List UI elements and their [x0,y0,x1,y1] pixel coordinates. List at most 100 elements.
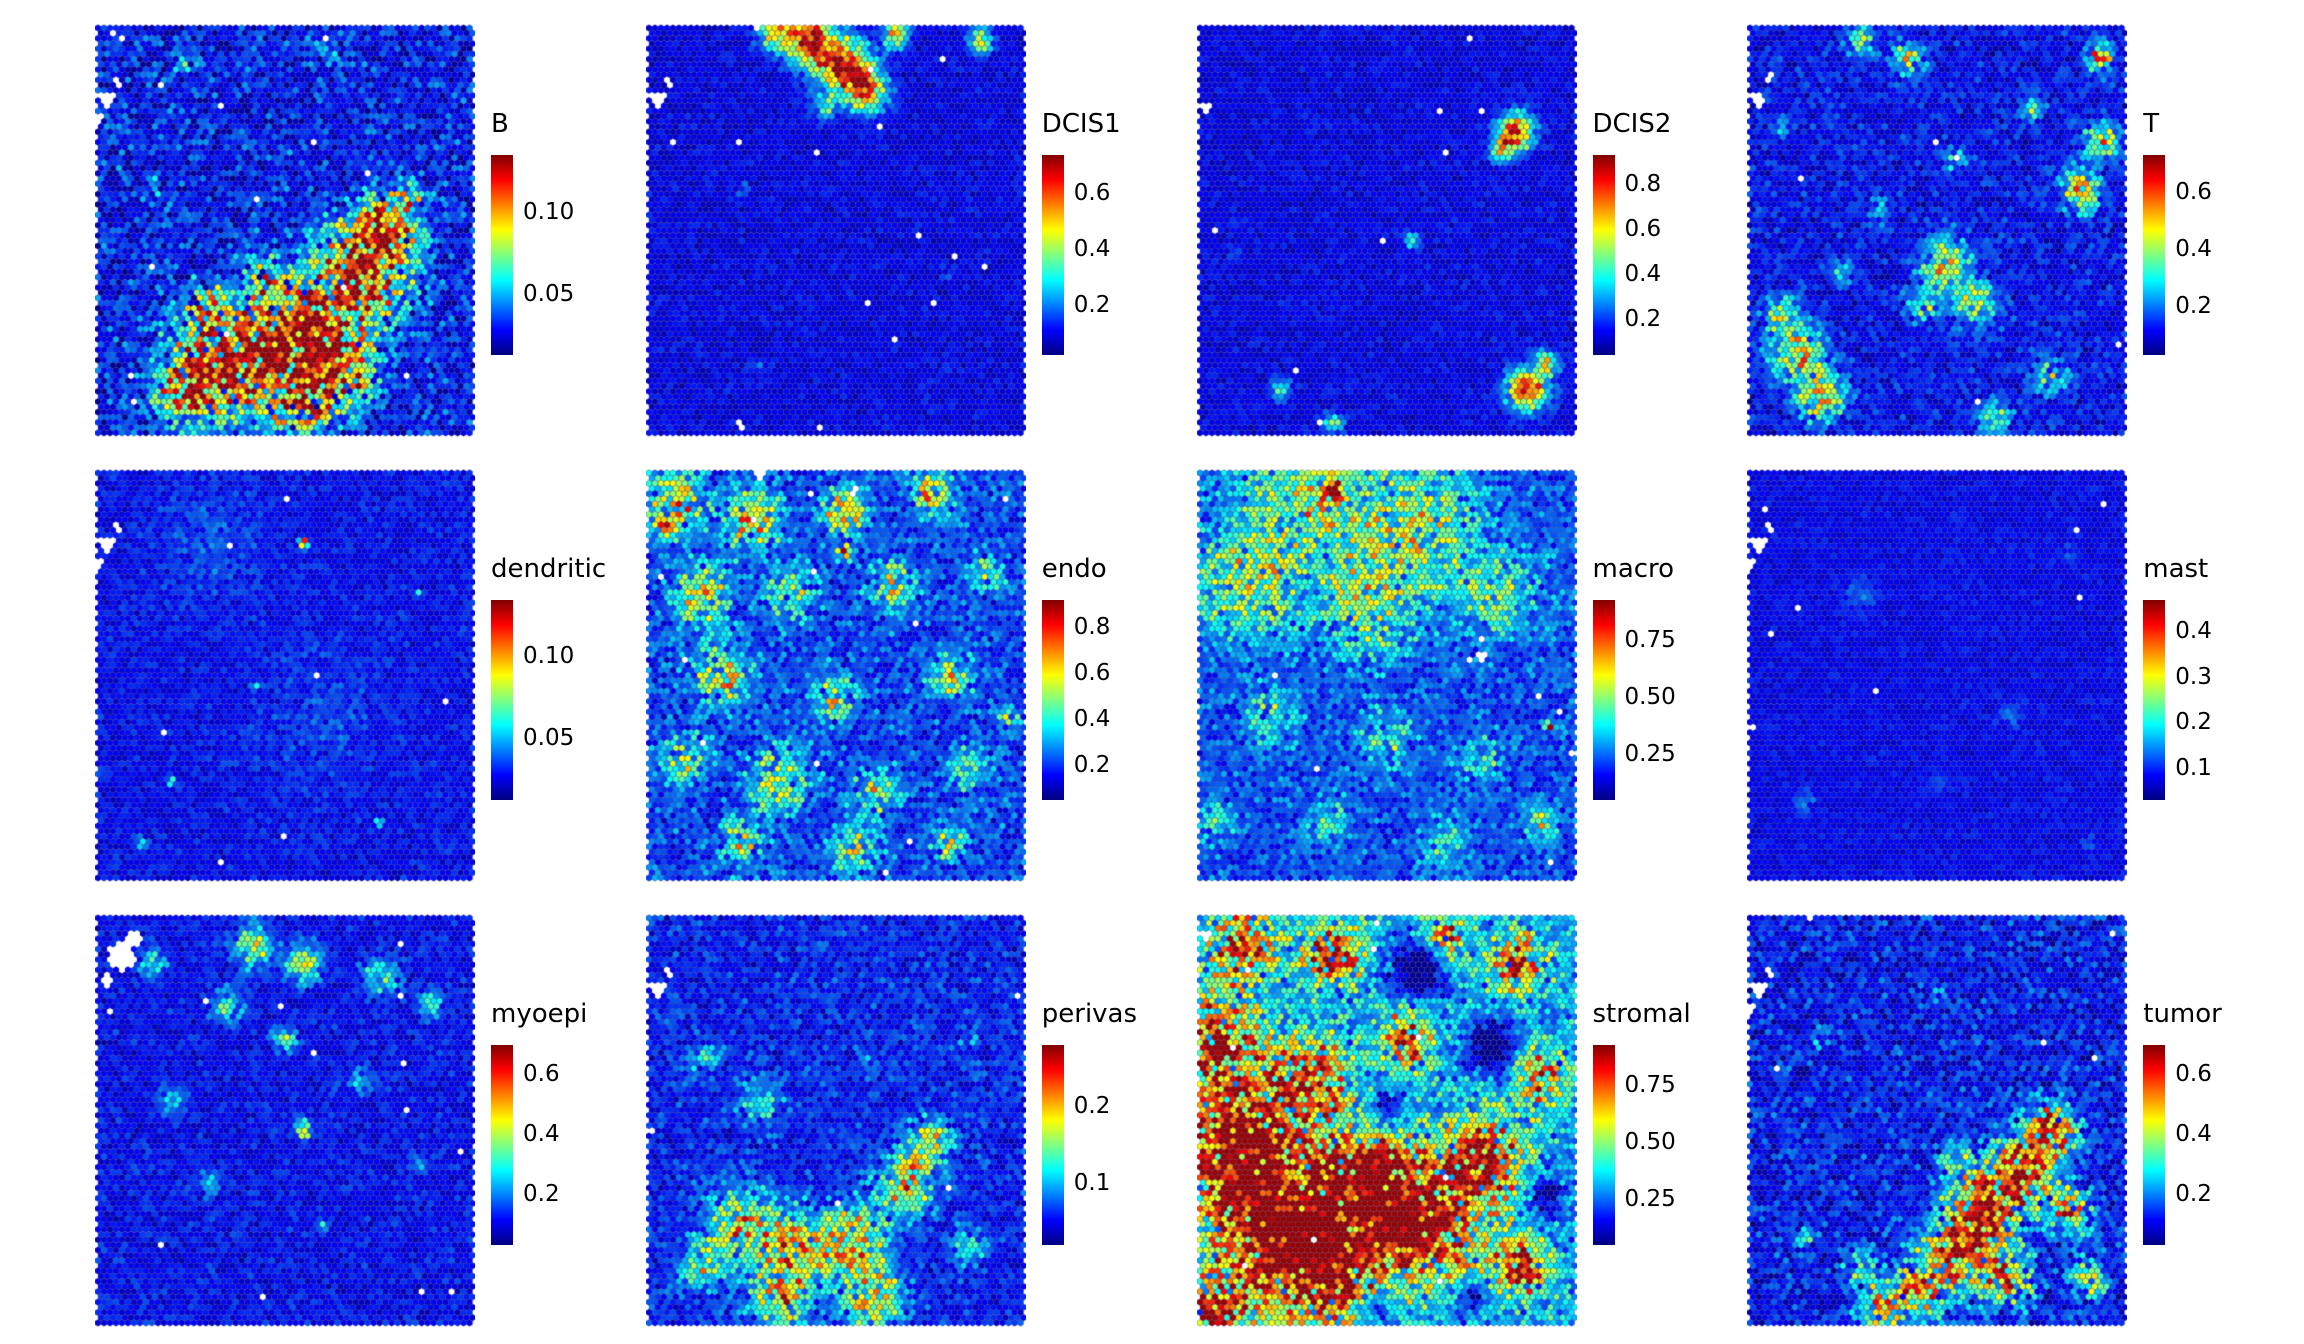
colorbar-wrap: 0.8 0.6 0.4 0.2 [1592,154,1745,355]
colorbar-tick-label: 0.4 [1624,260,1662,287]
colorbar-tick-label: 0.4 [1073,235,1111,262]
colorbar-tick-label: 0.2 [1624,305,1662,332]
spatial-hexmap-canvas [645,469,1026,884]
colorbar-gradient [491,154,513,355]
colorbar-gradient [1592,599,1615,800]
panel-dendritic: dendritic 0.10 0.05 [95,469,646,884]
colorbar-tick-label: 0.75 [1624,1072,1676,1099]
legend-title: myoepi [491,999,588,1029]
colorbar-ticks: 0.10 0.05 [491,155,643,355]
legend-title: B [491,109,509,139]
colorbar-gradient [2143,154,2166,355]
legend-title: stromal [1592,999,1691,1029]
colorbar-tick-label: 0.10 [523,643,575,670]
legend-title: tumor [2143,999,2222,1029]
colorbar-gradient [491,599,513,800]
colorbar-gradient [2143,599,2166,800]
colorbar-tick-label: 0.1 [2175,754,2212,781]
colorbar-tick-label: 0.10 [523,198,575,225]
colorbar-ticks: 0.10 0.05 [491,600,643,800]
colorbar-tick-label: 0.1 [1073,1170,1111,1197]
colorbar-wrap: 0.2 0.1 [1041,1044,1194,1245]
legend-title: dendritic [491,554,607,584]
legend: dendritic 0.10 0.05 [475,469,643,884]
spatial-hexmap-canvas [95,914,475,1329]
legend-title: DCIS2 [1592,109,1672,139]
colorbar-ticks: 0.8 0.6 0.4 0.2 [1042,600,1194,800]
colorbar-tick-label: 0.2 [2175,292,2212,319]
colorbar-ticks: 0.6 0.4 0.2 [2143,1045,2295,1245]
legend: endo 0.8 0.6 0.4 0.2 [1026,469,1194,884]
colorbar-wrap: 0.75 0.50 0.25 [1592,1044,1745,1245]
colorbar-tick-label: 0.8 [1624,170,1662,197]
colorbar-wrap: 0.8 0.6 0.4 0.2 [1041,599,1194,800]
colorbar-tick-label: 0.2 [2175,709,2212,736]
colorbar-tick-label: 0.2 [1073,1093,1111,1120]
colorbar-tick-label: 0.50 [1624,684,1676,711]
legend-title: perivas [1041,999,1138,1029]
colorbar-wrap: 0.6 0.4 0.2 [2143,1044,2295,1245]
panel-B: B 0.10 0.05 [95,24,646,439]
colorbar-gradient [1592,1044,1615,1245]
legend-title: macro [1592,554,1675,584]
colorbar-tick-label: 0.25 [1624,741,1676,768]
colorbar-gradient [491,1044,513,1245]
colorbar-tick-label: 0.2 [2175,1180,2212,1207]
colorbar-tick-label: 0.05 [523,724,575,751]
colorbar-tick-label: 0.05 [523,280,575,307]
colorbar-ticks: 0.6 0.4 0.2 [1042,155,1194,355]
colorbar-tick-label: 0.6 [523,1061,560,1088]
colorbar-tick-label: 0.2 [1073,752,1111,779]
colorbar-ticks: 0.8 0.6 0.4 0.2 [1593,155,1745,355]
colorbar-ticks: 0.6 0.4 0.2 [2143,155,2295,355]
colorbar-tick-label: 0.3 [2175,663,2212,690]
legend: myoepi 0.6 0.4 0.2 [475,914,643,1329]
panel-endo: endo 0.8 0.6 0.4 0.2 [645,469,1197,884]
spatial-hexmap-canvas [1196,914,1577,1329]
colorbar-tick-label: 0.2 [1073,291,1111,318]
colorbar-tick-label: 0.6 [1073,180,1111,207]
colorbar-gradient [1592,154,1615,355]
colorbar-tick-label: 0.4 [523,1121,560,1148]
colorbar-tick-label: 0.4 [1073,706,1111,733]
colorbar-gradient [2143,1044,2166,1245]
spatial-hexmap-canvas [95,469,475,884]
colorbar-gradient [1041,154,1064,355]
colorbar-ticks: 0.6 0.4 0.2 [491,1045,643,1245]
spatial-hexmap-canvas [1747,914,2128,1329]
spatial-hexmap-canvas [1196,469,1577,884]
colorbar-ticks: 0.75 0.50 0.25 [1593,1045,1745,1245]
legend: stromal 0.75 0.50 0.25 [1577,914,1745,1329]
panel-macro: macro 0.75 0.50 0.25 [1196,469,1748,884]
colorbar-tick-label: 0.2 [523,1180,560,1207]
panel-perivas: perivas 0.2 0.1 [645,914,1197,1329]
colorbar-wrap: 0.10 0.05 [491,599,643,800]
colorbar-ticks: 0.2 0.1 [1042,1045,1194,1245]
spatial-hexmap-canvas [645,24,1026,439]
panel-tumor: tumor 0.6 0.4 0.2 [1747,914,2298,1329]
legend-title: DCIS1 [1041,109,1121,139]
colorbar-ticks: 0.75 0.50 0.25 [1593,600,1745,800]
colorbar-wrap: 0.75 0.50 0.25 [1592,599,1745,800]
colorbar-tick-label: 0.25 [1624,1186,1676,1213]
colorbar-tick-label: 0.6 [1073,660,1111,687]
colorbar-wrap: 0.10 0.05 [491,154,643,355]
panel-myoepi: myoepi 0.6 0.4 0.2 [95,914,646,1329]
legend: tumor 0.6 0.4 0.2 [2127,914,2295,1329]
legend: perivas 0.2 0.1 [1026,914,1194,1329]
colorbar-tick-label: 0.8 [1073,614,1111,641]
colorbar-wrap: 0.6 0.4 0.2 [1041,154,1194,355]
colorbar-tick-label: 0.6 [2175,178,2212,205]
panel-stromal: stromal 0.75 0.50 0.25 [1196,914,1748,1329]
panel-mast: mast 0.4 0.3 0.2 0.1 [1747,469,2298,884]
panel-T: T 0.6 0.4 0.2 [1747,24,2298,439]
legend: B 0.10 0.05 [475,24,643,439]
spatial-hexmap-canvas [95,24,475,439]
panel-DCIS2: DCIS2 0.8 0.6 0.4 0.2 [1196,24,1748,439]
legend: T 0.6 0.4 0.2 [2127,24,2295,439]
legend: DCIS2 0.8 0.6 0.4 0.2 [1577,24,1745,439]
legend-title: T [2143,109,2160,139]
colorbar-tick-label: 0.50 [1624,1129,1676,1156]
spatial-hexmap-canvas [1747,469,2128,884]
